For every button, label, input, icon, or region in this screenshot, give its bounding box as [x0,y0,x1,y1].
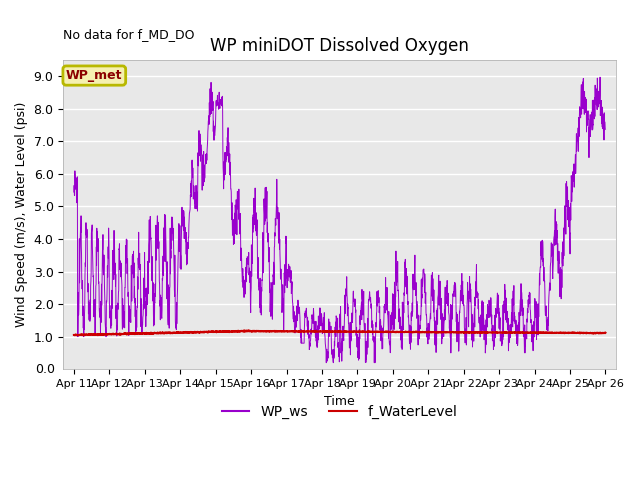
Text: WP_met: WP_met [66,69,122,82]
Text: 0.0: 0.0 [35,363,55,376]
Title: WP miniDOT Dissolved Oxygen: WP miniDOT Dissolved Oxygen [211,37,469,56]
Y-axis label: Wind Speed (m/s), Water Level (psi): Wind Speed (m/s), Water Level (psi) [15,102,28,327]
Legend: WP_ws, f_WaterLevel: WP_ws, f_WaterLevel [216,399,463,424]
Text: No data for f_MD_DO: No data for f_MD_DO [63,28,195,41]
X-axis label: Time: Time [324,395,355,408]
